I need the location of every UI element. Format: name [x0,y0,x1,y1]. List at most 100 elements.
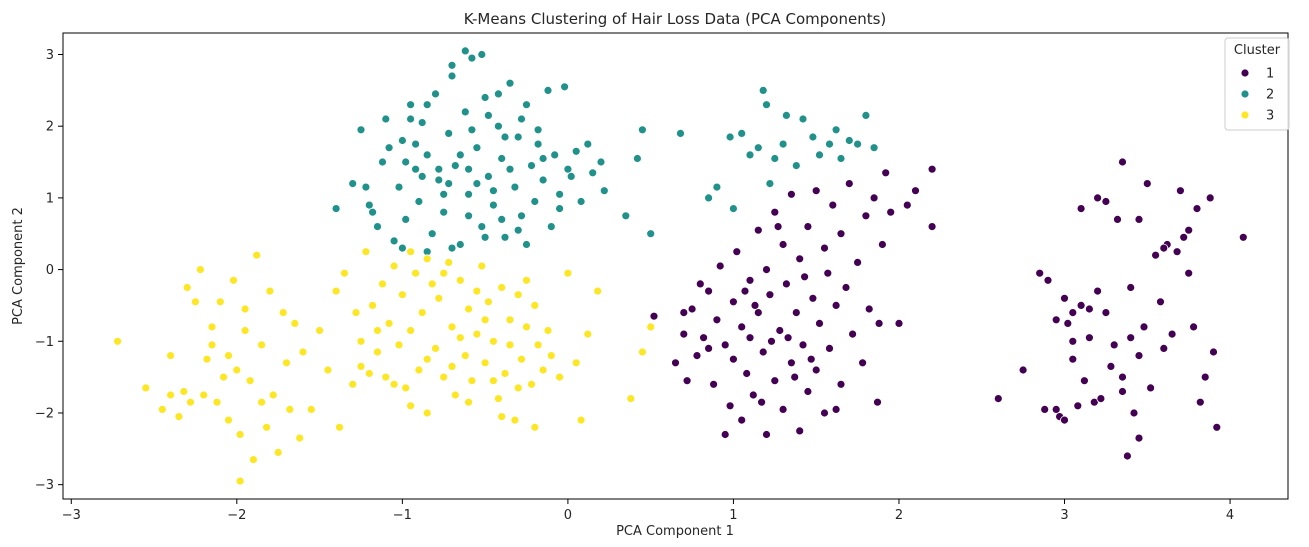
x-tick-label: 4 [1226,508,1234,523]
cluster-2-point-5 [378,157,387,167]
cluster-3-point-100 [455,333,465,343]
cluster-2-point-21 [447,71,457,81]
cluster-2-point-92 [483,111,493,120]
cluster-1-point-41 [803,387,813,396]
cluster-1-point-92 [1051,315,1061,325]
cluster-3-point-57 [422,408,432,418]
cluster-3-point-83 [530,300,540,310]
cluster-1-point-100 [1076,300,1086,310]
cluster-3-point-39 [348,379,358,389]
legend-marker-2 [1240,89,1250,99]
y-axis-label: PCA Component 2 [11,207,26,325]
cluster-3-point-55 [414,365,424,375]
x-tick-label: 0 [564,508,572,523]
cluster-2-point-4 [373,222,382,232]
cluster-3-point-15 [224,415,233,425]
cluster-1-point-142 [1085,304,1094,314]
cluster-3-point-74 [493,394,503,404]
cluster-2-point-58 [646,229,656,239]
cluster-1-point-71 [783,333,793,343]
legend-box [1224,37,1290,131]
cluster-2-point-115 [836,154,846,163]
cluster-2-point-107 [778,139,788,149]
cluster-3-point-93 [593,286,603,296]
cluster-3-point-42 [361,247,371,257]
cluster-3-point-103 [505,340,515,350]
cluster-2-point-63 [422,100,432,110]
cluster-2-point-11 [406,100,416,110]
cluster-3-point-89 [563,268,573,278]
cluster-2-point-52 [583,139,593,149]
cluster-1-point-38 [795,426,805,436]
cluster-3-point-104 [522,275,531,285]
cluster-1-point-109 [1101,308,1111,318]
cluster-3-point-76 [500,369,510,378]
y-axis-ticks: −3 −2 −1 0 1 2 3 [35,48,63,493]
cluster-1-point-28 [765,290,775,300]
legend: Cluster 1 2 3 [1224,37,1290,131]
cluster-2-point-19 [439,207,449,217]
cluster-2-point-0 [331,204,341,214]
cluster-1-point-18 [737,415,747,425]
x-tick-label: −1 [393,508,412,523]
cluster-3-point-4 [174,412,184,422]
cluster-3-point-8 [195,265,205,275]
cluster-3-point-86 [543,326,553,335]
cluster-3-point-91 [576,415,586,425]
cluster-3-point-110 [464,397,474,407]
cluster-2-point-118 [861,111,871,120]
cluster-3-point-107 [406,247,416,257]
cluster-3-point-115 [513,383,523,393]
cluster-2-point-43 [538,175,548,185]
cluster-3-point-85 [538,365,548,375]
cluster-2-point-91 [368,207,378,217]
cluster-1-point-36 [787,189,796,199]
cluster-3-point-36 [331,286,341,296]
cluster-2-point-100 [729,204,738,214]
cluster-3-point-81 [522,322,531,332]
cluster-3-point-25 [265,286,275,296]
cluster-1-point-6 [695,279,705,289]
cluster-3-point-121 [182,283,192,292]
cluster-2-point-26 [467,53,477,63]
cluster-3-point-2 [157,404,167,414]
y-tick-label: −1 [35,335,54,350]
cluster-3-point-22 [252,250,262,260]
legend-label-1: 1 [1266,67,1274,82]
y-tick-label: −3 [35,478,54,493]
cluster-1-point-137 [1205,193,1215,203]
cluster-2-point-64 [439,189,449,199]
cluster-3-point-105 [439,268,449,278]
y-tick-label: −2 [35,406,54,421]
cluster-1-point-70 [927,164,937,174]
cluster-1-point-53 [836,229,846,239]
cluster-1-point-15 [729,354,738,364]
cluster-1-point-40 [798,340,808,350]
cluster-1-point-37 [791,308,801,318]
cluster-2-point-93 [517,114,526,124]
cluster-1-point-87 [1018,365,1028,375]
cluster-3-point-67 [464,304,474,314]
cluster-1-point-16 [732,247,742,257]
cluster-2-point-9 [397,136,407,145]
cluster-3-point-28 [278,308,288,318]
cluster-3-point-19 [240,304,250,314]
cluster-2-point-62 [406,114,416,124]
cluster-2-point-7 [389,236,399,246]
cluster-3-point-48 [384,318,394,328]
cluster-3-point-31 [290,318,300,328]
cluster-1-point-104 [1089,397,1099,407]
cluster-3-point-122 [235,430,245,439]
legend-entries: 1 2 3 [1240,67,1274,124]
cluster-2-point-73 [447,243,457,253]
cluster-2-point-59 [460,46,470,56]
cluster-3-point-11 [207,322,217,332]
cluster-3-point-99 [422,354,432,364]
cluster-1-point-97 [1068,354,1078,364]
cluster-3-point-111 [497,412,507,422]
cluster-2-point-29 [480,93,490,102]
cluster-2-point-32 [493,121,503,131]
cluster-2-point-96 [676,128,685,138]
cluster-1-point-103 [1085,333,1094,343]
cluster-3-point-27 [273,447,283,457]
